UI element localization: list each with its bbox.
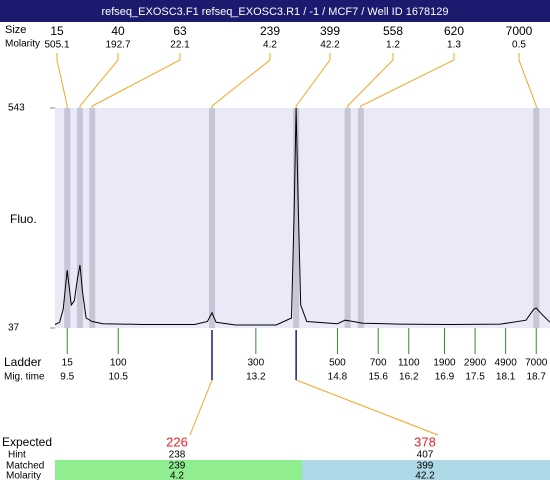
ladder-size: 500 [329,358,346,369]
peak-molarity: 1.2 [386,40,400,51]
ladder-size: 15 [62,358,74,369]
peak-size: 63 [173,24,187,38]
y-tick-label: 543 [8,103,25,114]
peak-connector [56,53,68,108]
title: refseq_EXOSC3.F1 refseq_EXOSC3.R1 / -1 /… [101,6,448,18]
peak-molarity: 22.1 [170,40,190,51]
ladder-label: Ladder [4,355,41,369]
matched-size: 399 [417,461,434,472]
peak-connector [91,53,181,108]
title-bar [0,0,550,22]
peak-size: 40 [111,24,125,38]
peak-size: 15 [50,24,64,38]
plot-area [55,108,550,328]
peak-size: 620 [444,24,464,38]
peak-band [89,108,96,328]
peak-band [76,108,83,328]
y-tick-label: 37 [8,323,20,334]
matched-band [302,460,550,480]
ladder-size: 7000 [525,358,548,369]
expected-size: 378 [414,434,436,449]
peak-molarity: 1.3 [447,40,461,51]
target-connector [189,379,213,436]
hint-size: 238 [169,450,186,461]
expected-size: 226 [166,434,188,449]
ladder-size: 300 [248,358,265,369]
matched-band [55,460,302,480]
y-axis-label: Fluo. [10,212,37,226]
peak-band [64,108,71,328]
expected-label: Expected [2,435,52,449]
peak-molarity: 192.7 [105,40,130,51]
ladder-mig-time: 16.2 [399,372,419,383]
ladder-size: 100 [110,358,127,369]
ladder-mig-time: 18.7 [527,372,547,383]
trace [54,107,550,326]
peak-band [533,108,540,328]
ladder-size: 1900 [433,358,456,369]
peak-band [344,108,351,328]
ladder-size: 2900 [464,358,487,369]
peak-molarity: 0.5 [512,40,526,51]
matched-label: Matched [6,461,44,472]
mig-time-label: Mig. time [4,372,45,383]
peak-size: 7000 [506,24,533,38]
ladder-mig-time: 17.5 [465,372,485,383]
matched-molarity: 4.2 [170,471,184,480]
peak-connector [211,53,271,108]
peak-molarity: 42.2 [320,40,340,51]
peak-band [293,108,300,328]
peak-size: 399 [320,24,340,38]
ladder-mig-time: 15.6 [368,372,388,383]
peak-molarity: 505.1 [44,40,69,51]
peak-connector [79,53,119,108]
ladder-size: 700 [370,358,387,369]
peak-connector [347,53,394,108]
ladder-mig-time: 13.2 [246,372,266,383]
size-label: Size [5,24,26,36]
ladder-mig-time: 9.5 [60,372,74,383]
matched-size: 239 [169,461,186,472]
peak-connector [518,53,537,108]
molarity-row-label: Molarity [6,471,41,480]
peak-band [357,108,364,328]
molarity-label: Molarity [5,39,40,50]
target-connector [295,379,439,436]
peak-size: 558 [383,24,403,38]
hint-label: Hint [8,450,26,461]
peak-molarity: 4.2 [263,40,277,51]
peak-connector [360,53,455,108]
ladder-mig-time: 10.5 [108,372,128,383]
ladder-mig-time: 18.1 [496,372,516,383]
ladder-size: 4900 [495,358,518,369]
peak-connector [295,53,331,108]
ladder-size: 1100 [398,358,420,369]
ladder-mig-time: 14.8 [328,372,348,383]
peak-band [209,108,216,328]
hint-size: 407 [417,450,434,461]
matched-molarity: 42.2 [415,471,435,480]
peak-size: 239 [260,24,280,38]
ladder-mig-time: 16.9 [435,372,455,383]
